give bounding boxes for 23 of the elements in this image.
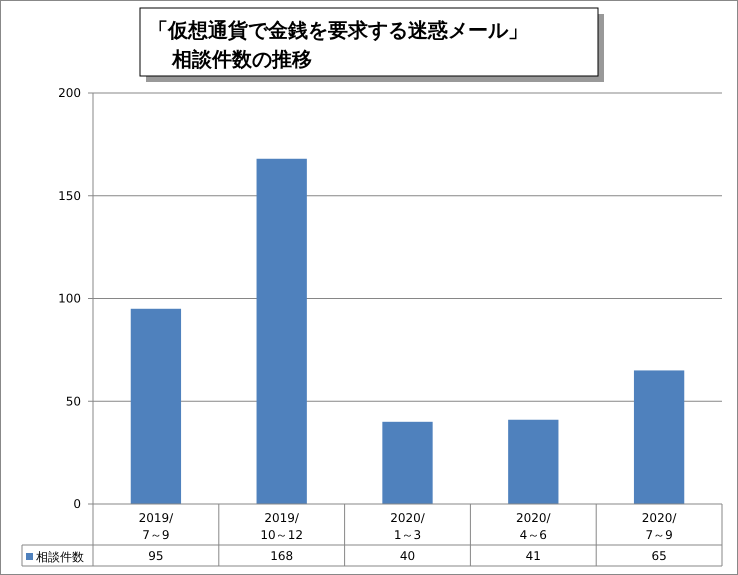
bar [634, 370, 684, 504]
data-label: 65 [651, 549, 667, 563]
data-label: 41 [526, 549, 541, 563]
bar [508, 420, 558, 504]
data-label: 168 [270, 549, 294, 563]
x-tick-label: 2019/ 10～12 [260, 511, 303, 542]
data-label: 40 [400, 549, 416, 563]
legend-label: 相談件数 [36, 550, 84, 564]
bar [130, 308, 182, 504]
chart-subtitle: 相談件数の推移 [171, 47, 312, 71]
x-tick-label: 2020/ 7～9 [642, 511, 678, 542]
y-tick-label: 200 [58, 86, 81, 100]
bar [382, 422, 433, 504]
x-tick-label: 2019/ 7～9 [138, 511, 174, 542]
data-label: 95 [148, 549, 164, 563]
x-tick-label: 2020/ 4～6 [516, 511, 552, 542]
y-tick-label: 150 [58, 188, 81, 203]
y-tick-label: 0 [73, 497, 81, 511]
bar [256, 158, 307, 504]
y-tick-label: 50 [66, 394, 81, 408]
y-tick-label: 100 [58, 292, 81, 306]
chart-title: 「仮想通貨で金銭を要求する迷惑メール」 [148, 18, 528, 42]
x-tick-label: 2020/ 1～3 [390, 511, 426, 542]
